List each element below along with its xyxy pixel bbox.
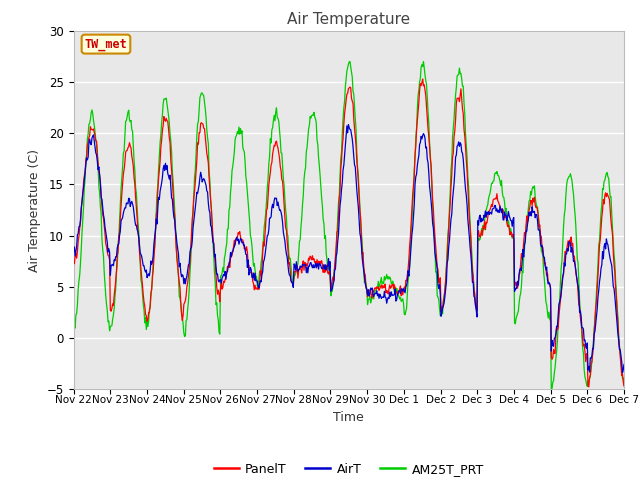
Legend: PanelT, AirT, AM25T_PRT: PanelT, AirT, AM25T_PRT	[209, 457, 489, 480]
Text: TW_met: TW_met	[84, 37, 127, 50]
X-axis label: Time: Time	[333, 410, 364, 424]
Y-axis label: Air Temperature (C): Air Temperature (C)	[28, 148, 41, 272]
Title: Air Temperature: Air Temperature	[287, 12, 410, 27]
